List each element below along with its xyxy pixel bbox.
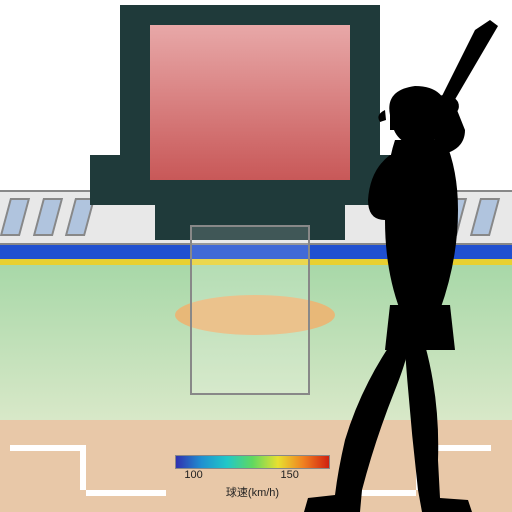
pitch-location-scene: 100 150 球速(km/h) [0,0,512,512]
batter-silhouette [290,20,512,512]
colorbar-tick: 100 [184,469,202,481]
batter-box-line [80,445,86,490]
scoreboard-wing-left [90,155,120,205]
batter-box-line [10,445,85,451]
batter-box-line [86,490,166,496]
